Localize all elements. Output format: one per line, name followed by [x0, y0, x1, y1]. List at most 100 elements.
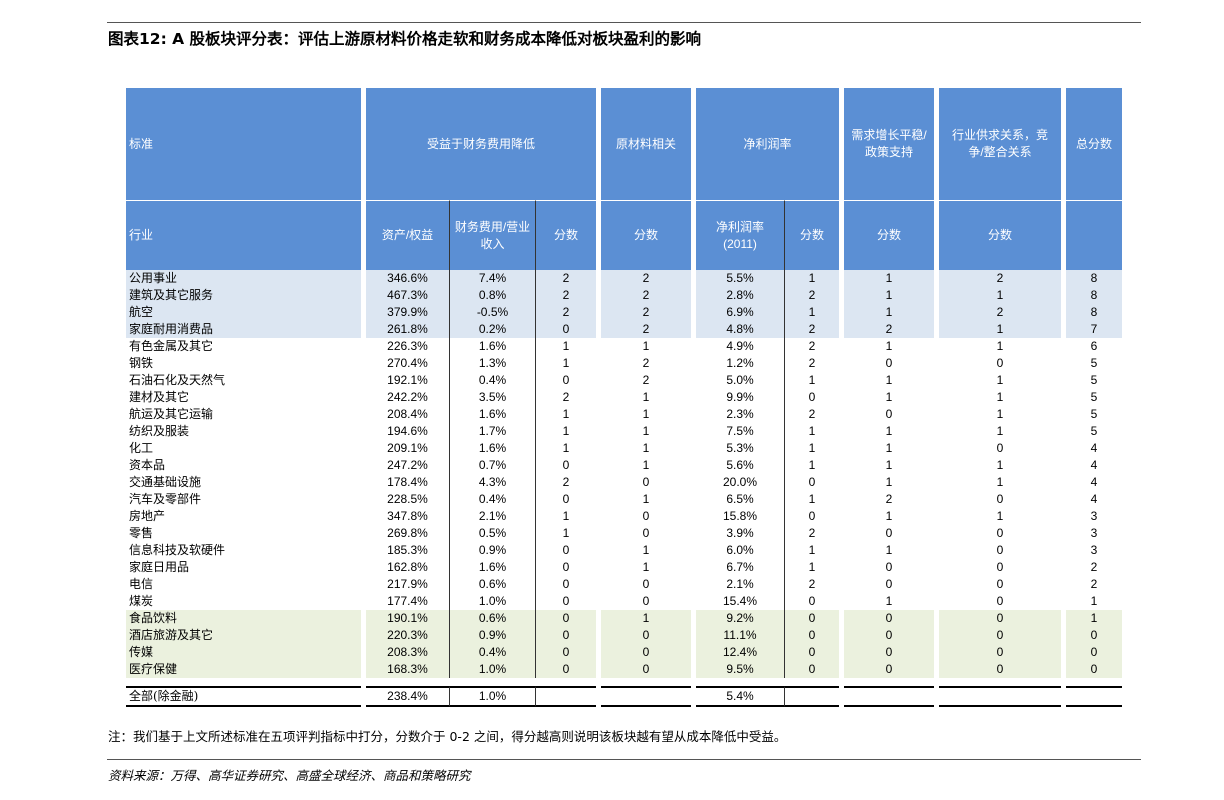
cell-s3: 0: [784, 661, 839, 678]
cell-s1: 0: [535, 542, 596, 559]
cell-fr: 1.0%: [449, 686, 535, 707]
cell-s2: 0: [642, 577, 650, 591]
header-row-1: 标准 受益于财务费用降低 原材料相关 净利润率 需求增长平稳/政策支持 行业供求…: [126, 88, 1122, 200]
cell-s2: 2: [601, 321, 691, 338]
cell-name: 传媒: [126, 644, 361, 661]
cell-s3: 1: [784, 440, 839, 457]
cell-s4: 1: [885, 458, 893, 472]
cell-s4: 1: [885, 373, 893, 387]
cell-s1: 2: [535, 389, 596, 406]
cell-fr: 4.3%: [449, 474, 535, 491]
cell-s4: 1: [844, 270, 934, 287]
cell-tot: 8: [1066, 270, 1122, 287]
cell-tot: 5: [1090, 407, 1098, 421]
header-margin-2011: 净利润率(2011): [696, 200, 784, 270]
table-row: 煤炭 177.4% 1.0% 0 0 15.4% 0 1 0 1: [126, 593, 1122, 610]
cell-nm: 1.2%: [726, 356, 754, 370]
cell-nm: 15.8%: [722, 509, 758, 523]
cell-name: 有色金属及其它: [129, 339, 214, 353]
cell-s2: 1: [642, 458, 650, 472]
cell-s2: 2: [601, 304, 691, 321]
cell-fr: 1.0%: [449, 593, 535, 610]
table-row: 航空 379.9% -0.5% 2 2 6.9% 1 1 2 8: [126, 304, 1122, 321]
cell-s4: 1: [885, 441, 893, 455]
cell-s1: 2: [535, 287, 596, 304]
score-table: 标准 受益于财务费用降低 原材料相关 净利润率 需求增长平稳/政策支持 行业供求…: [126, 88, 1122, 707]
cell-s5: 0: [939, 627, 1061, 644]
header-score-2: 分数: [601, 200, 691, 270]
cell-ae: 177.4%: [387, 594, 428, 608]
cell-nm: 9.5%: [696, 661, 784, 678]
cell-s2: 0: [601, 627, 691, 644]
cell-tot: 3: [1090, 543, 1098, 557]
cell-s3: 1: [784, 457, 839, 474]
top-rule: [107, 22, 1141, 23]
header-fin-ratio: 财务费用/营业收入: [449, 200, 535, 270]
cell-ae: 208.4%: [387, 407, 428, 421]
table-row: 电信 217.9% 0.6% 0 0 2.1% 2 0 0 2: [126, 576, 1122, 593]
cell-s1: 0: [535, 661, 596, 678]
cell-s5: 1: [996, 390, 1004, 404]
cell-ae: 209.1%: [387, 441, 428, 455]
cell-fr: 1.6%: [449, 440, 535, 457]
cell-ae: 192.1%: [387, 373, 428, 387]
cell-tot: 4: [1090, 475, 1098, 489]
cell-tot: 0: [1066, 644, 1122, 661]
cell-s5: 0: [996, 526, 1004, 540]
cell-name: 石油石化及天然气: [129, 373, 226, 387]
cell-name: 食品饮料: [126, 610, 361, 627]
header-score-4: 分数: [844, 200, 934, 270]
cell-s3: 0: [784, 627, 839, 644]
cell-s4: 1: [885, 594, 893, 608]
cell-s2: 2: [601, 270, 691, 287]
cell-s5: 1: [996, 458, 1004, 472]
cell-s4: 0: [844, 627, 934, 644]
cell-name: 医疗保健: [126, 661, 361, 678]
cell-s3: 1: [784, 304, 839, 321]
cell-s3: 0: [784, 644, 839, 661]
cell-tot: 8: [1066, 304, 1122, 321]
cell-tot: 1: [1090, 594, 1098, 608]
table-row: 传媒 208.3% 0.4% 0 0 12.4% 0 0 0 0: [126, 644, 1122, 661]
cell-nm: 7.5%: [726, 424, 754, 438]
table-row: 交通基础设施 178.4% 4.3% 2 0 20.0% 0 1 1 4: [126, 474, 1122, 491]
cell-name: 航空: [126, 304, 361, 321]
cell-s3: 1: [784, 559, 839, 576]
cell-fr: 0.8%: [449, 287, 535, 304]
cell-fr: 1.6%: [449, 406, 535, 423]
cell-nm: 5.5%: [696, 270, 784, 287]
cell-ae: 379.9%: [366, 304, 449, 321]
cell-nm: 9.2%: [696, 610, 784, 627]
cell-s5: 1: [939, 321, 1061, 338]
cell-s3: 1: [784, 270, 839, 287]
cell-nm: 5.4%: [696, 686, 784, 707]
cell-s4: 0: [885, 577, 893, 591]
cell-s2: 1: [642, 407, 650, 421]
cell-nm: 20.0%: [722, 475, 758, 489]
table-row: 钢铁 270.4% 1.3% 1 2 1.2% 2 0 0 5: [126, 355, 1122, 372]
header-row-2: 行业 资产/权益 财务费用/营业收入 分数 分数 净利润率(2011) 分数 分…: [126, 200, 1122, 270]
cell-s5: 0: [996, 441, 1004, 455]
cell-s1: 0: [535, 491, 596, 508]
page-title: 图表12: A 股板块评分表：评估上游原材料价格走软和财务成本降低对板块盈利的影…: [108, 30, 702, 48]
cell-nm: 3.9%: [726, 526, 754, 540]
cell-s5: 1: [939, 287, 1061, 304]
cell-nm: 5.0%: [726, 373, 754, 387]
cell-name: 零售: [129, 526, 154, 540]
table-row: 建筑及其它服务 467.3% 0.8% 2 2 2.8% 2 1 1 8: [126, 287, 1122, 304]
cell-fr: 2.1%: [449, 508, 535, 525]
table-row: 建材及其它 242.2% 3.5% 2 1 9.9% 0 1 1 5: [126, 389, 1122, 406]
total-row: 全部(除金融) 238.4% 1.0% 5.4%: [126, 686, 1122, 707]
cell-s3: 2: [784, 287, 839, 304]
cell-s4: 1: [885, 543, 893, 557]
cell-tot: 5: [1090, 356, 1098, 370]
cell-tot: 0: [1066, 661, 1122, 678]
cell-nm: 5.3%: [726, 441, 754, 455]
cell-name: 建筑及其它服务: [126, 287, 361, 304]
cell-s4: [844, 686, 934, 707]
header-total: 总分数: [1066, 88, 1122, 200]
cell-s5: 1: [996, 407, 1004, 421]
cell-name: 公用事业: [126, 270, 361, 287]
cell-tot: 3: [1090, 509, 1098, 523]
table-row: 食品饮料 190.1% 0.6% 0 1 9.2% 0 0 0 1: [126, 610, 1122, 627]
